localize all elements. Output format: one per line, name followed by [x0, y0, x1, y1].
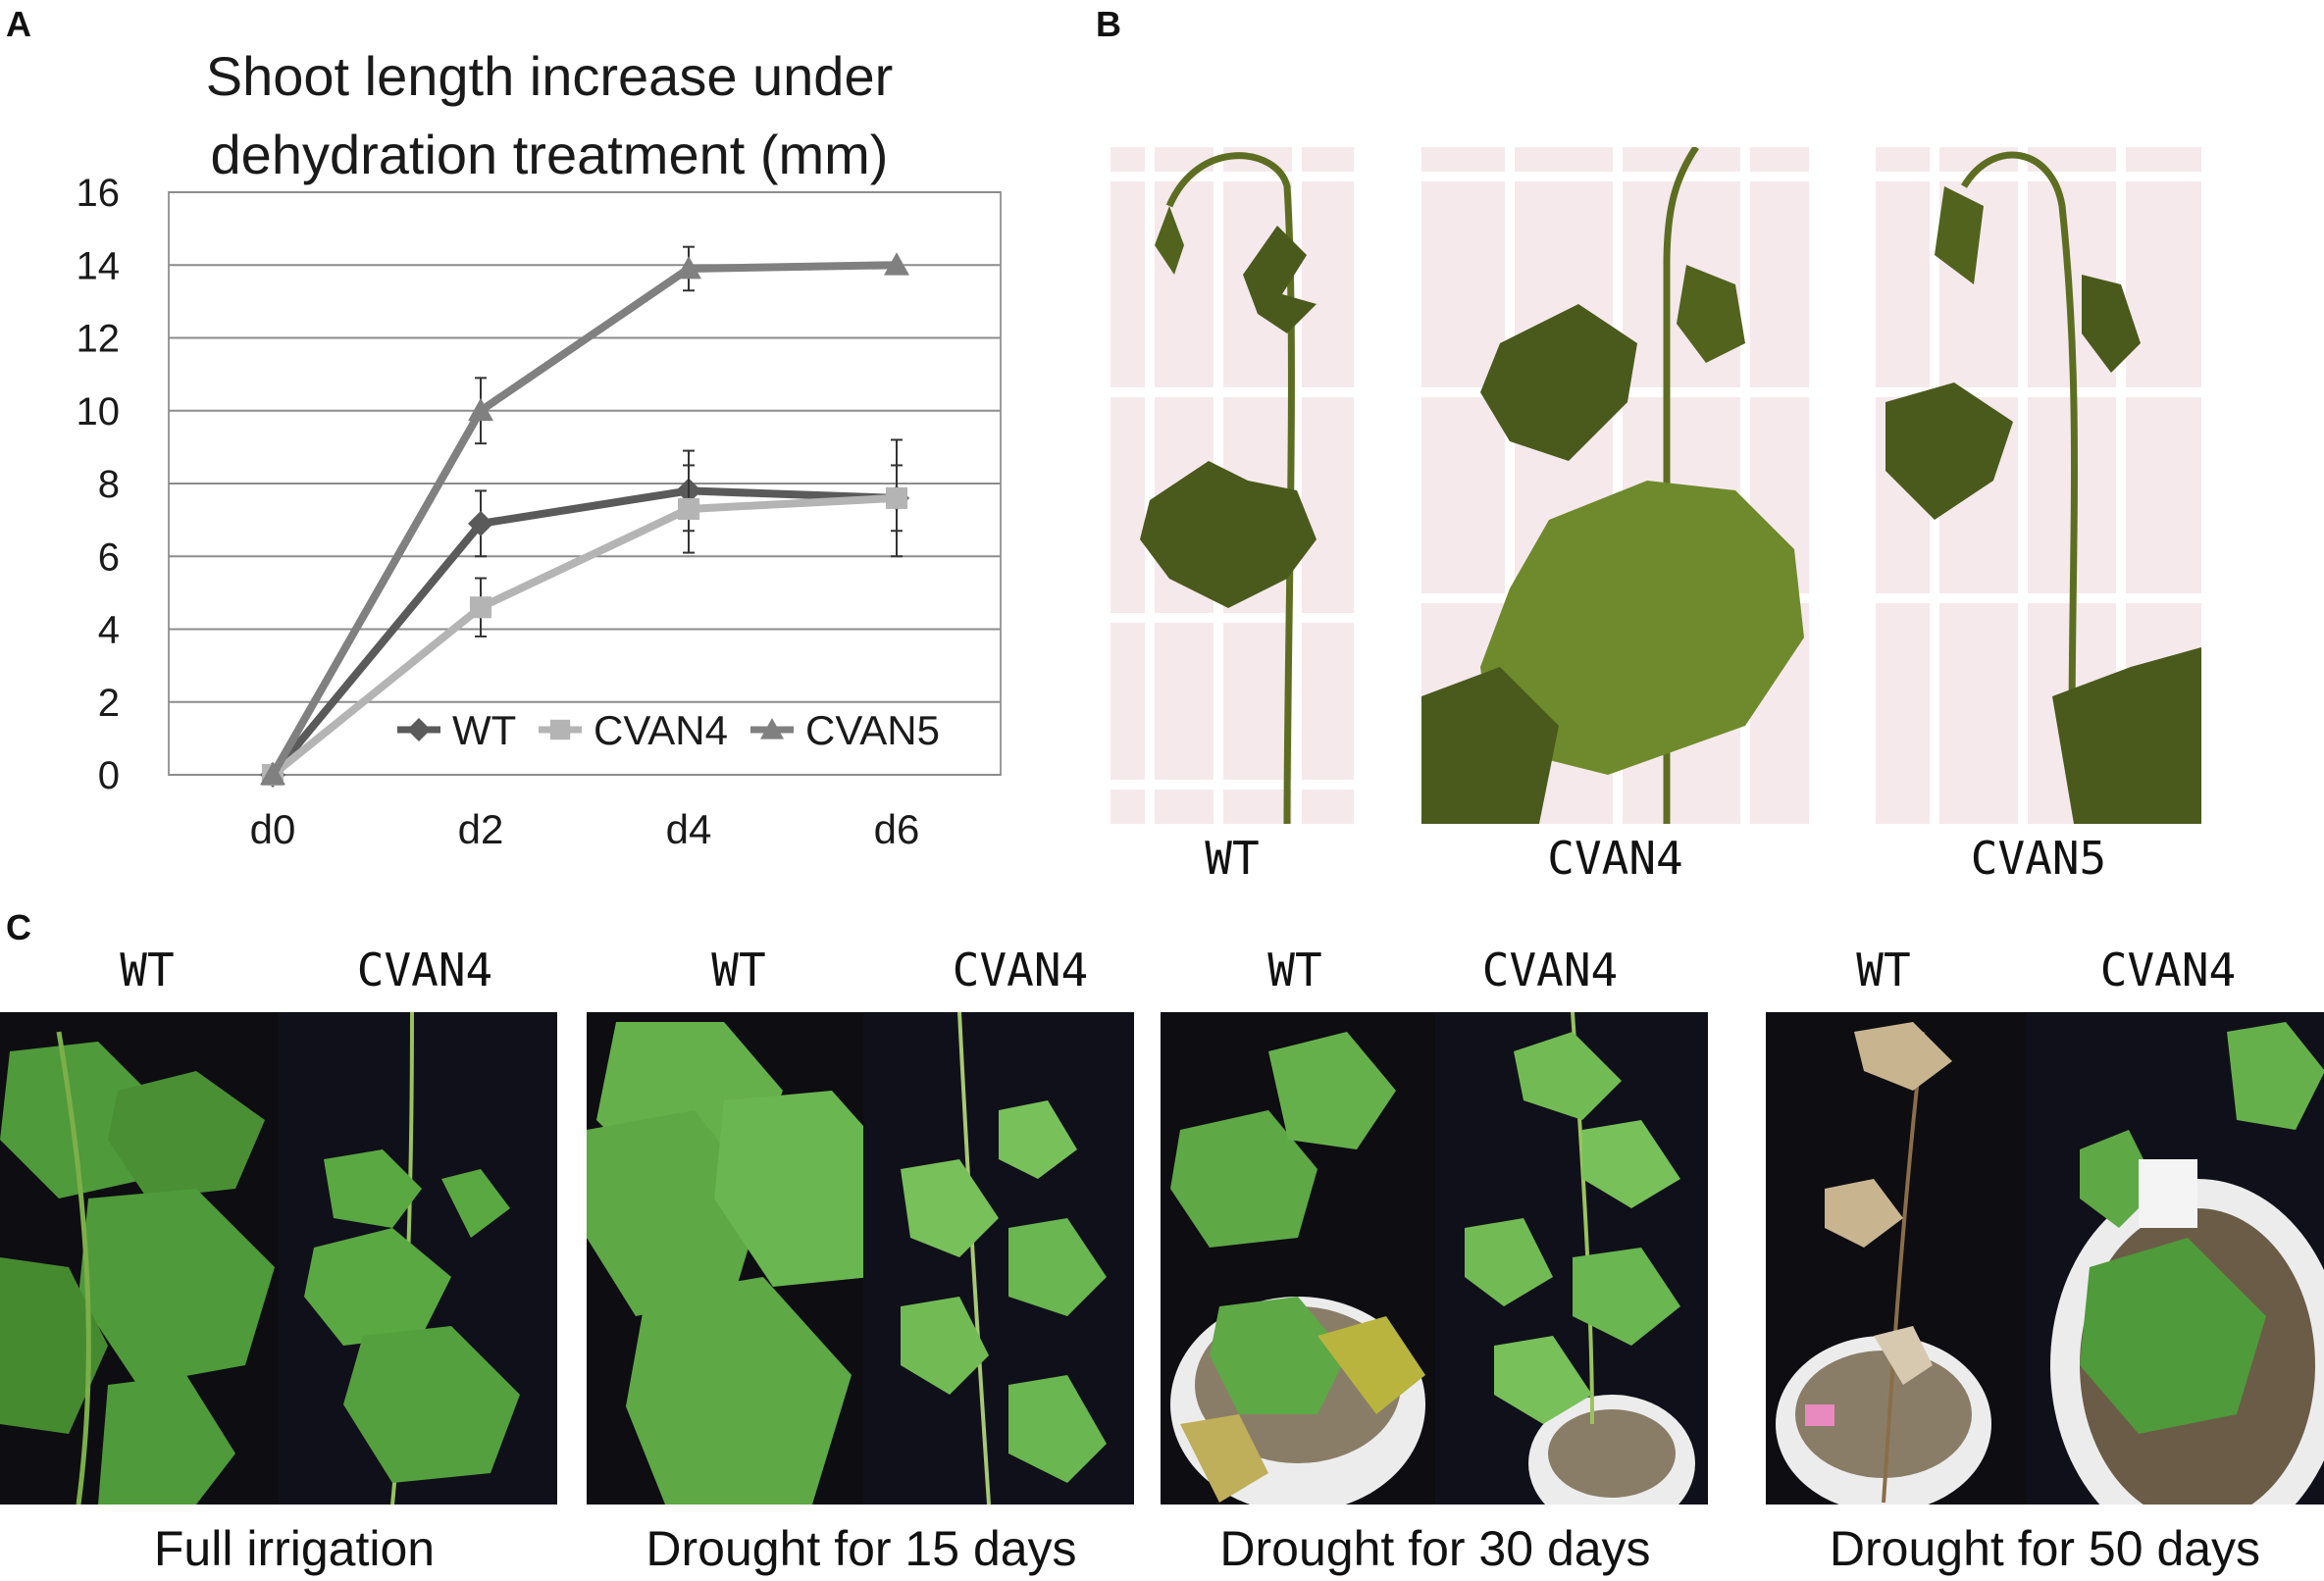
panel-label-a: A [6, 4, 31, 44]
series-line-cvan4 [270, 493, 898, 779]
x-tick-label: d2 [458, 806, 504, 852]
photo-b-cvan5 [1876, 147, 2201, 824]
legend-label: CVAN4 [594, 707, 728, 753]
condition-label-drought-15: Drought for 15 days [646, 1521, 1077, 1576]
panel-label-c: C [6, 907, 31, 947]
data-point-cvan4 [677, 497, 700, 521]
data-point-cvan4 [469, 596, 492, 619]
photo-b-wt [1110, 147, 1354, 824]
photo-b-label-wt: WT [1205, 832, 1260, 885]
shoot-length-chart: 0 2 4 6 8 10 12 14 16 d0 d2 d4 d6 WT CVAN4 CVAN5 [77, 172, 1002, 852]
photo-c-drought-15 [587, 1012, 1134, 1504]
y-tick-label: 14 [77, 244, 121, 287]
condition-label-drought-30: Drought for 30 days [1219, 1521, 1651, 1576]
y-tick-label: 4 [98, 609, 120, 652]
chart-title: Shoot length increase under dehydration … [118, 37, 981, 194]
c-label-cvan4-3: CVAN4 [1481, 944, 1619, 996]
photo-b-cvan4 [1421, 147, 1809, 824]
data-point-cvan5 [260, 762, 285, 786]
c-label-wt-1: WT [120, 944, 175, 996]
chart-title-line-1: Shoot length increase under [205, 45, 894, 107]
y-tick-label: 12 [77, 318, 121, 361]
legend-marker [760, 718, 784, 740]
c-label-wt-4: WT [1856, 944, 1911, 996]
y-tick-label: 2 [98, 682, 120, 725]
c-label-wt-2: WT [711, 944, 766, 996]
photo-c-full-irrigation [0, 1012, 557, 1504]
c-label-cvan4-2: CVAN4 [952, 944, 1089, 996]
y-tick-label: 6 [98, 536, 120, 579]
data-point-cvan5 [676, 255, 701, 280]
legend-label: CVAN5 [805, 707, 940, 753]
condition-label-full-irrigation: Full irrigation [153, 1521, 436, 1576]
c-label-cvan4-4: CVAN4 [2099, 944, 2237, 996]
y-tick-label: 10 [77, 390, 121, 434]
photo-c-drought-50 [1766, 1012, 2324, 1504]
legend-label: WT [452, 707, 516, 753]
photo-b-label-cvan5: CVAN5 [1970, 832, 2107, 885]
data-point-cvan5 [884, 252, 909, 276]
photo-b-label-cvan4: CVAN4 [1547, 832, 1683, 885]
data-point-cvan5 [468, 397, 493, 422]
data-point-cvan4 [885, 486, 908, 509]
x-tick-label: d0 [250, 806, 296, 852]
y-tick-label: 16 [77, 172, 121, 215]
c-label-cvan4-1: CVAN4 [356, 944, 493, 996]
y-tick-label: 8 [98, 463, 120, 506]
legend-marker [407, 718, 431, 741]
x-tick-label: d4 [666, 806, 712, 852]
condition-label-drought-50: Drought for 50 days [1829, 1521, 2261, 1576]
data-point-wt [468, 510, 493, 536]
x-tick-label: d6 [874, 806, 920, 852]
y-tick-label: 0 [98, 754, 120, 797]
chart-title-line-2: dehydration treatment (mm) [210, 124, 889, 185]
panel-label-b: B [1096, 4, 1121, 44]
series-line-cvan5 [269, 261, 898, 777]
series-line-wt [269, 486, 898, 778]
c-label-wt-3: WT [1267, 944, 1322, 996]
photo-c-drought-30 [1161, 1012, 1708, 1504]
legend-marker [549, 719, 571, 740]
